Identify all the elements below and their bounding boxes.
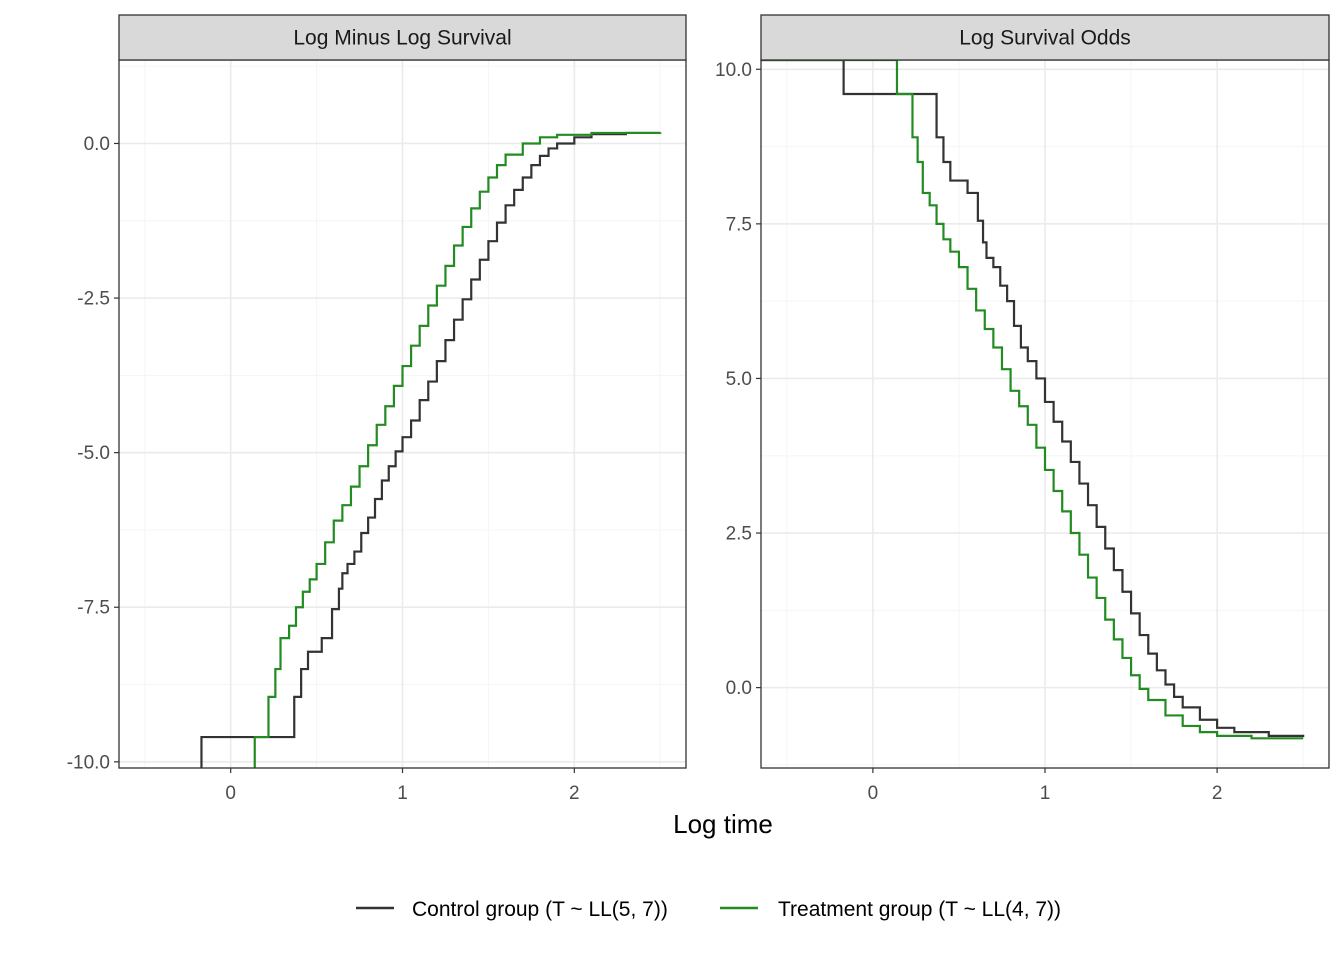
y-tick-label: 0.0: [84, 134, 110, 155]
facet-strip: [118, 14, 687, 61]
x-axis-title: Log time: [673, 809, 773, 839]
panel-log-survival-odds: Log Survival Odds 10.0 7.5 5.0 2.5 0.0 0 1 2: [715, 14, 1330, 804]
facet-strip: [760, 14, 1330, 61]
y-tick-label: 10.0: [715, 60, 752, 81]
series-line-control: [200, 131, 661, 768]
y-tick-label: -10.0: [67, 752, 110, 773]
y-tick-label: 5.0: [726, 369, 752, 390]
series-line-control: [761, 60, 1305, 738]
series-line-treatment: [253, 131, 662, 768]
legend-label-control: Control group (T ~ LL(5, 7)): [412, 898, 668, 921]
legend-label-treatment: Treatment group (T ~ LL(4, 7)): [778, 898, 1061, 921]
x-tick-label: 2: [1212, 783, 1223, 804]
x-tick-label: 2: [569, 783, 580, 804]
series-line-treatment: [761, 60, 1304, 740]
y-tick-label: 0.0: [726, 678, 752, 699]
x-tick-label: 1: [1040, 783, 1051, 804]
y-tick-label: -2.5: [77, 289, 110, 310]
y-tick-label: -5.0: [77, 443, 110, 464]
facet-strip-title: Log Survival Odds: [959, 27, 1131, 50]
y-tick-label: 7.5: [726, 214, 752, 235]
x-tick-label: 0: [225, 783, 236, 804]
y-tick-label: -7.5: [77, 598, 110, 619]
x-tick-label: 1: [397, 783, 408, 804]
y-tick-label: 2.5: [726, 524, 752, 545]
x-tick-label: 0: [868, 783, 879, 804]
facet-strip-title: Log Minus Log Survival: [293, 27, 511, 50]
legend: Control group (T ~ LL(5, 7)) Treatment g…: [356, 898, 1061, 921]
panel-log-minus-log-survival: Log Minus Log Survival 0.0 -2.5 -5.0 -7.5 -10…: [67, 14, 687, 804]
